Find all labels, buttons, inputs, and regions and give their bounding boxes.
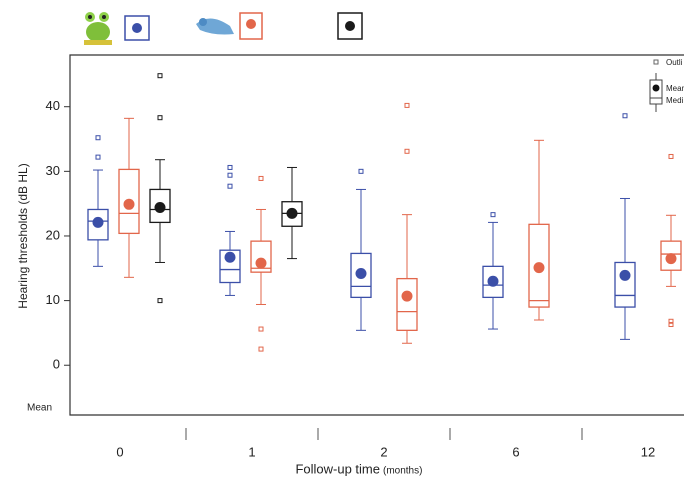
inset-label: Mean xyxy=(666,84,684,93)
mean-dot xyxy=(533,262,545,274)
outlier xyxy=(227,164,233,170)
outlier xyxy=(227,183,233,189)
inset-legend: Outli Mean Medi xyxy=(649,58,684,112)
outlier xyxy=(258,326,264,332)
bird-icon xyxy=(196,18,234,35)
x-tick-label: 1 xyxy=(248,444,255,459)
mean-dot xyxy=(286,207,298,219)
annotation: Mean xyxy=(27,403,52,414)
mean-dot xyxy=(224,251,236,263)
mean-dot xyxy=(401,290,413,302)
mean-dot xyxy=(619,269,631,281)
x-tick-label: 12 xyxy=(641,444,655,459)
legend-box-blue xyxy=(124,15,150,41)
legend-dot-red xyxy=(246,19,256,29)
mean-dot xyxy=(92,216,104,228)
outlier xyxy=(668,322,674,328)
mean-dot xyxy=(123,198,135,210)
legend-dot-black xyxy=(345,21,355,31)
x-axis-unit: (months) xyxy=(383,466,422,477)
y-tick-label: 40 xyxy=(46,98,60,113)
mean-dot xyxy=(665,253,677,265)
mean-dot xyxy=(154,202,166,214)
x-tick-label: 2 xyxy=(380,444,387,459)
inset-mean xyxy=(652,84,660,92)
frog-icon xyxy=(84,12,112,45)
legend-dot-blue xyxy=(132,23,142,33)
inset-label: Medi xyxy=(666,96,684,105)
x-tick-label: 6 xyxy=(512,444,519,459)
y-axis-title: Hearing thresholds (dB HL) xyxy=(16,163,30,308)
outlier xyxy=(157,298,163,304)
outlier xyxy=(157,73,163,79)
outlier xyxy=(157,115,163,121)
outlier xyxy=(404,148,410,154)
plot-frame xyxy=(69,54,684,416)
outlier xyxy=(404,102,410,108)
outlier xyxy=(227,172,233,178)
inset-outlier xyxy=(653,59,659,65)
outlier xyxy=(622,113,628,119)
mean-dot xyxy=(355,267,367,279)
x-axis-title: Follow-up time xyxy=(295,461,380,476)
outlier xyxy=(668,153,674,159)
inset-label: Outli xyxy=(666,58,683,67)
outlier xyxy=(95,154,101,160)
y-tick-label: 0 xyxy=(53,357,60,372)
y-tick-label: 30 xyxy=(46,163,60,178)
mean-dot xyxy=(255,257,267,269)
legend xyxy=(84,12,363,45)
inset-box xyxy=(649,79,663,105)
y-tick-label: 10 xyxy=(46,292,60,307)
mean-dot xyxy=(487,275,499,287)
legend-box-black xyxy=(337,12,363,40)
outlier xyxy=(258,346,264,352)
outlier xyxy=(358,168,364,174)
outlier xyxy=(668,318,674,324)
box xyxy=(614,261,636,308)
legend-box-red xyxy=(239,12,263,40)
box xyxy=(396,277,418,331)
outlier xyxy=(490,212,496,218)
x-tick-label: 0 xyxy=(116,444,123,459)
y-tick-label: 20 xyxy=(46,227,60,242)
outlier xyxy=(95,135,101,141)
outlier xyxy=(258,175,264,181)
